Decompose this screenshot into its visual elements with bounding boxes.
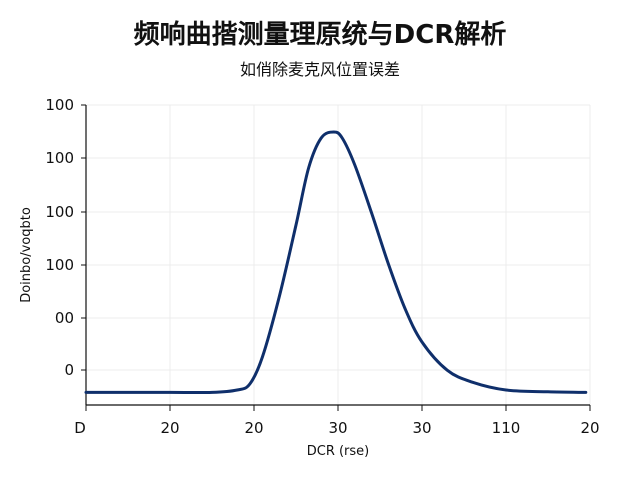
- x-tick-label: 20: [580, 419, 599, 437]
- series-group: [84, 130, 588, 395]
- x-tick-label: D: [74, 419, 86, 437]
- series-line: [84, 130, 588, 395]
- y-tick-label: 100: [45, 203, 74, 221]
- chart-title: 频响曲揩测量理原统与DCR解析: [133, 20, 507, 50]
- x-tick-labels: D 20 20 30 30 110 20: [74, 419, 599, 437]
- y-tick-label: 00: [55, 309, 74, 327]
- x-tick-label: 20: [244, 419, 263, 437]
- x-axis-label: DCR (rse): [307, 444, 370, 459]
- y-tick-label: 100: [45, 256, 74, 274]
- x-tick-label: 30: [328, 419, 347, 437]
- x-tick-label: 20: [160, 419, 179, 437]
- x-tick-label: 30: [412, 419, 431, 437]
- y-tick-label: 100: [45, 149, 74, 167]
- grid-lines: [85, 104, 591, 405]
- y-tick-label: 100: [45, 96, 74, 114]
- y-axis-label: Doinbo/voqbto: [19, 207, 34, 303]
- chart-subtitle: 如俏除麦克风位置误差: [239, 60, 400, 79]
- axes: [81, 104, 591, 411]
- y-tick-label: 0: [64, 361, 74, 379]
- x-tick-label: 110: [492, 419, 521, 437]
